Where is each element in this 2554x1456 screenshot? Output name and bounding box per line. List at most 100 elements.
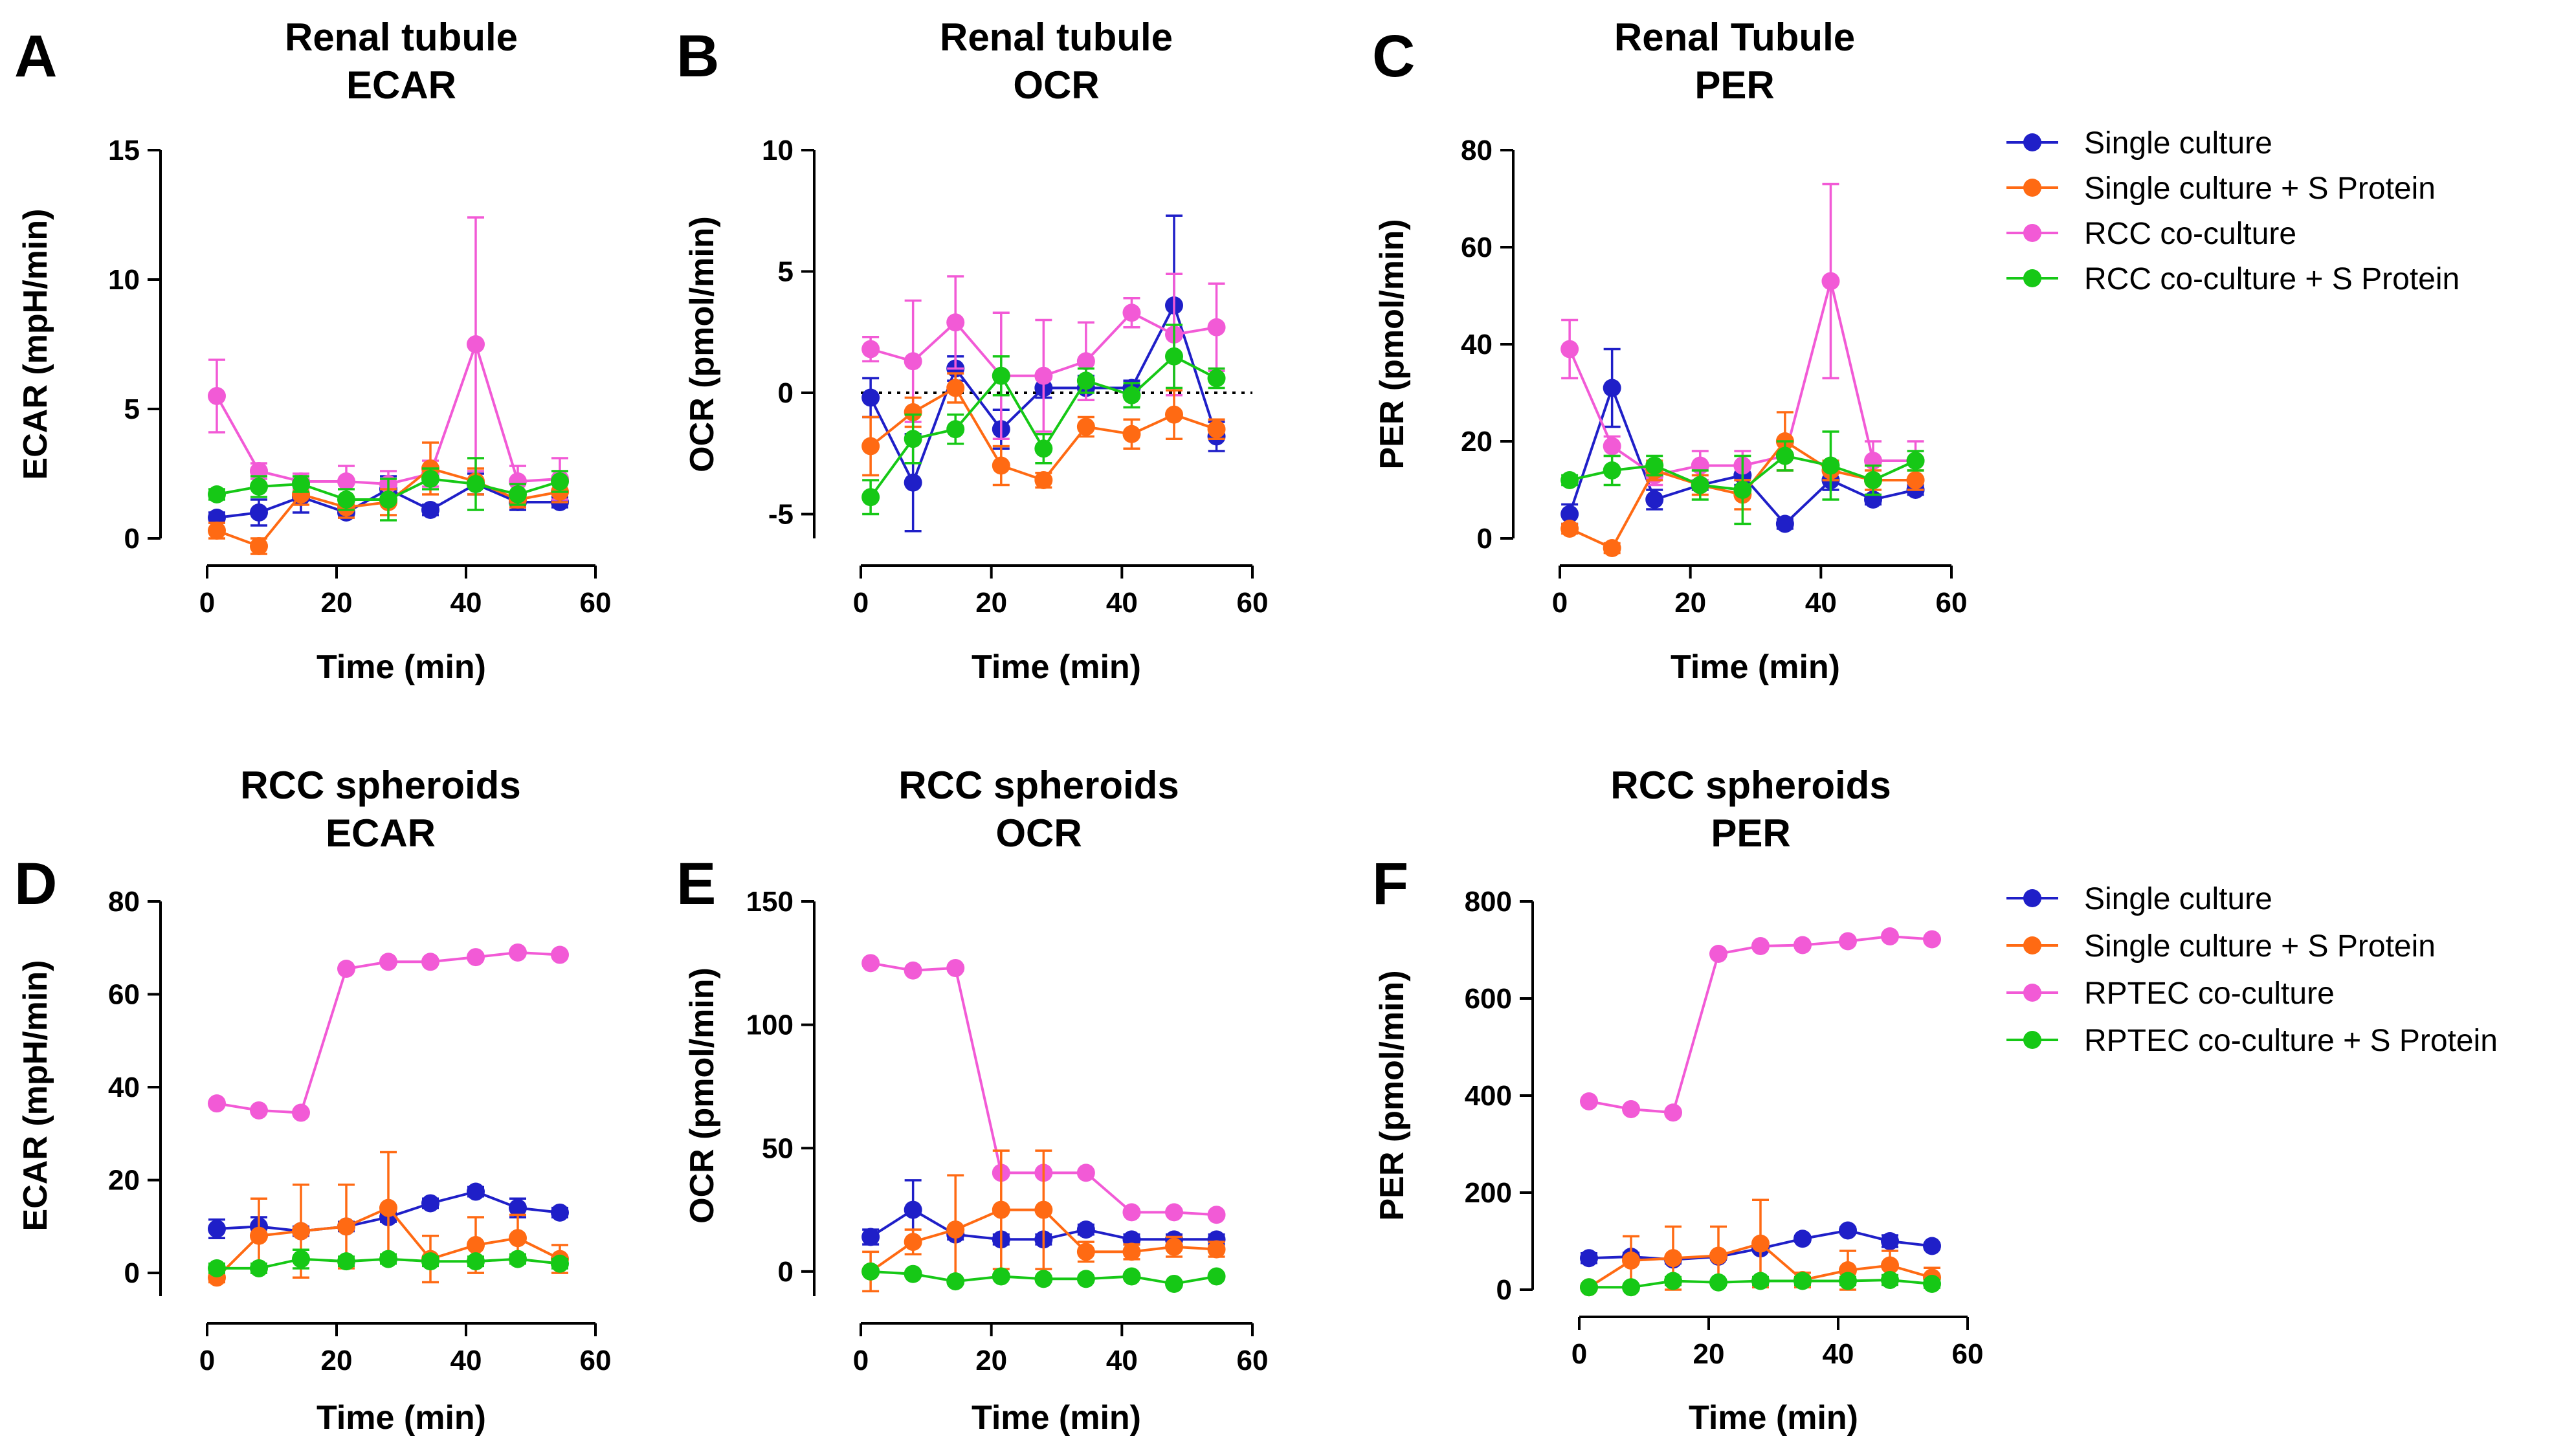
data-point	[208, 387, 226, 405]
data-point	[337, 1252, 355, 1271]
y-tick-label: 50	[762, 1132, 794, 1164]
data-point	[1881, 1271, 1899, 1289]
plot-area: -5 0 5 10 0 20 40 60	[762, 135, 1268, 619]
x-tick-label: 40	[1106, 587, 1138, 619]
data-point	[1881, 927, 1899, 945]
x-tick-label: 40	[450, 587, 482, 619]
panel-title-line2: PER	[1694, 63, 1774, 107]
panel-title-line1: Renal tubule	[285, 16, 518, 59]
data-point	[1881, 1232, 1899, 1250]
data-point	[1122, 386, 1141, 404]
data-point	[208, 1259, 226, 1277]
data-point	[1864, 471, 1882, 489]
data-point	[1839, 932, 1857, 951]
plot-area: 0 5 10 15 0 20 40 60	[108, 135, 611, 619]
data-point	[1751, 1272, 1770, 1290]
legend-swatch-marker	[2023, 984, 2041, 1002]
legend-label: Single culture + S Protein	[2084, 929, 2436, 964]
data-point	[551, 1203, 569, 1222]
data-point	[379, 491, 397, 509]
x-axis-title: Time (min)	[972, 648, 1141, 686]
x-tick-label: 60	[580, 1345, 612, 1376]
panel-letter-e: E	[676, 851, 716, 917]
data-point	[1664, 1272, 1682, 1290]
data-point	[467, 1236, 485, 1255]
data-point	[1560, 520, 1579, 538]
data-point	[1603, 437, 1621, 456]
x-tick-label: 0	[199, 1345, 215, 1376]
legend-label: Single culture	[2084, 126, 2272, 160]
panel-letter-d: D	[14, 851, 57, 917]
series-single-s	[861, 1149, 1226, 1293]
data-point	[1034, 439, 1053, 458]
y-tick-label: 0	[1496, 1274, 1512, 1306]
panel-A: A Renal tubule ECAR Time (min) ECAR (mpH…	[14, 16, 611, 686]
data-point	[861, 1228, 880, 1246]
data-point	[1709, 1246, 1727, 1265]
panel-title-line2: OCR	[995, 811, 1082, 855]
x-tick-label: 60	[580, 587, 612, 619]
y-tick-label: 400	[1465, 1080, 1512, 1112]
data-point	[1165, 1237, 1183, 1256]
data-point	[250, 537, 268, 555]
series-single-s	[861, 372, 1226, 489]
y-tick-label: 5	[124, 393, 140, 425]
data-point	[250, 503, 268, 522]
y-tick-label: 15	[108, 135, 140, 166]
panel-title-line2: OCR	[1013, 63, 1099, 107]
data-point	[1034, 366, 1053, 385]
data-point	[551, 472, 569, 491]
y-tick-label: 100	[746, 1009, 794, 1041]
data-point	[861, 340, 880, 358]
data-point	[1751, 937, 1770, 955]
data-point	[1076, 352, 1095, 371]
x-tick-label: 20	[1693, 1338, 1725, 1370]
panel-title-line1: Renal Tubule	[1614, 16, 1855, 59]
panel-title-line2: PER	[1711, 811, 1790, 855]
panel-C: C Renal Tubule PER Time (min) PER (pmol/…	[1372, 16, 1967, 686]
data-point	[1793, 936, 1812, 954]
data-point	[992, 456, 1010, 475]
series-cocult	[208, 943, 569, 1122]
data-point	[946, 1220, 965, 1239]
panel-E: E RCC spheroids OCR Time (min) OCR (pmol…	[676, 764, 1268, 1437]
data-point	[1122, 1242, 1141, 1261]
series-cocult	[1580, 927, 1941, 1122]
data-point	[1207, 1240, 1226, 1259]
series-cocult-s	[1560, 430, 1925, 525]
series-cocult-s	[208, 1248, 569, 1277]
y-tick-label: 20	[1461, 426, 1493, 458]
data-point	[1821, 272, 1840, 291]
x-tick-label: 20	[975, 1345, 1007, 1376]
data-point	[946, 379, 965, 397]
data-point	[946, 1272, 965, 1291]
data-point	[1645, 491, 1664, 509]
panel-B: B Renal tubule OCR Time (min) OCR (pmol/…	[676, 16, 1268, 686]
data-point	[467, 335, 485, 353]
data-point	[1034, 471, 1053, 489]
x-axis-title: Time (min)	[316, 648, 486, 686]
y-axis-title: ECAR (mpH/min)	[17, 960, 54, 1231]
data-point	[551, 1254, 569, 1273]
x-axis-title: Time (min)	[1671, 648, 1840, 686]
y-tick-label: 80	[1461, 135, 1493, 166]
data-point	[250, 478, 268, 496]
x-axis-title: Time (min)	[972, 1399, 1141, 1437]
series-cocult-s	[208, 457, 569, 522]
data-point	[946, 420, 965, 439]
data-point	[1122, 1203, 1141, 1222]
x-tick-label: 20	[1674, 587, 1706, 619]
data-point	[1560, 471, 1579, 489]
x-tick-label: 0	[1571, 1338, 1587, 1370]
data-point	[992, 1267, 1010, 1286]
data-point	[1580, 1092, 1598, 1110]
data-point	[379, 1198, 397, 1217]
y-axis-title: ECAR (mpH/min)	[17, 209, 54, 480]
series-single-s	[208, 1151, 569, 1287]
data-point	[292, 1103, 310, 1122]
data-point	[1076, 1270, 1095, 1288]
data-point	[1122, 303, 1141, 322]
legend-entry: Single culture + S Protein	[2006, 929, 2436, 964]
